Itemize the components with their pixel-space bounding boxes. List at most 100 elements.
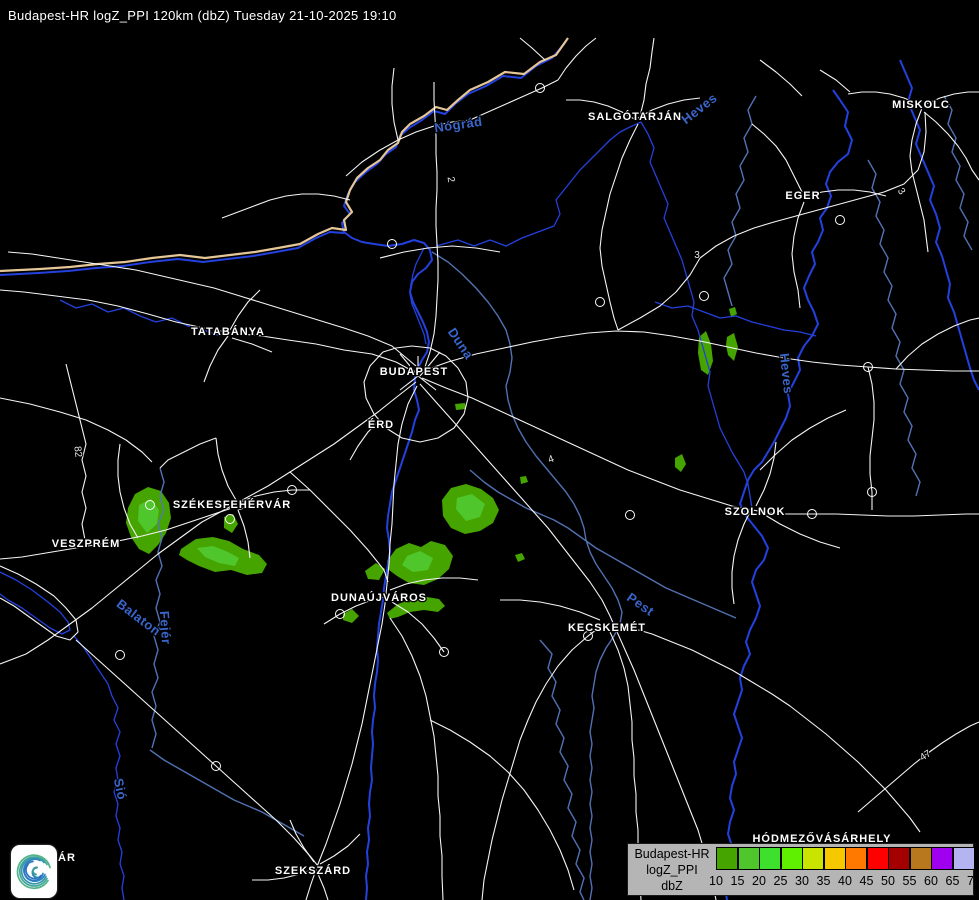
city-label: HÓDMEZŐVÁSÁRHELY — [752, 832, 891, 845]
radar-echo-low — [675, 454, 686, 472]
town-marker — [225, 514, 235, 524]
road-number-label: 2 — [445, 176, 457, 184]
legend-tick: 30 — [795, 874, 809, 888]
town-markers-layer — [115, 83, 877, 771]
legend-tick: 25 — [773, 874, 788, 888]
geo-label: Heves — [679, 90, 720, 127]
town-marker — [439, 647, 449, 657]
legend-color-box — [888, 847, 910, 870]
town-marker — [535, 83, 545, 93]
city-name-labels: SALGÓTARJÁN MISKOLC EGER TATABÁNYA BUDAPEST É… — [50, 98, 950, 879]
radar-echo-mid — [456, 494, 485, 521]
radar-echo-mid — [197, 546, 239, 566]
radar-echo-mid — [402, 551, 433, 572]
town-marker — [387, 239, 397, 249]
legend-color-scale — [716, 847, 978, 870]
road-number-label: 82 — [71, 446, 83, 459]
legend-color-box — [866, 847, 889, 870]
legend-tick: 35 — [816, 874, 831, 888]
town-marker — [595, 297, 605, 307]
geo-label: Nógrád — [433, 114, 483, 136]
radar-title: Budapest-HR logZ_PPI 120km (dbZ) Tuesday… — [8, 8, 397, 23]
geo-label: Duna — [445, 325, 477, 362]
legend-tick: 60 — [924, 874, 938, 888]
radar-echo-low — [365, 563, 385, 580]
radar-echo-layer — [126, 307, 738, 623]
town-marker — [145, 500, 155, 510]
city-label: KECSKEMÉT — [568, 621, 646, 634]
radar-echo-low — [387, 597, 445, 619]
legend-tick: 10 — [709, 874, 723, 888]
radar-echo-low — [515, 553, 525, 562]
legend-color-box — [759, 847, 781, 870]
town-marker — [807, 509, 817, 519]
city-label: MISKOLC — [892, 99, 950, 111]
radar-echo-low — [729, 307, 737, 317]
legend-tick: 40 — [838, 874, 852, 888]
road-number-label: 4 — [547, 453, 556, 465]
city-label: ÉRD — [368, 418, 394, 431]
town-marker — [335, 609, 345, 619]
city-label: ÁR — [58, 851, 76, 864]
legend-tick: 50 — [881, 874, 895, 888]
legend-product-label: logZ_PPI — [646, 863, 698, 877]
city-label: SZÉKESFEHÉRVÁR — [173, 498, 291, 511]
geo-label: Heves — [777, 352, 796, 394]
layer-county — [149, 95, 973, 900]
town-marker — [211, 761, 221, 771]
legend-color-box — [716, 847, 738, 870]
legend-color-box — [952, 847, 975, 870]
legend-tick-labels: 10 15 20 25 30 35 40 45 50 55 60 65 70 — [709, 874, 979, 890]
legend-tick: 55 — [902, 874, 917, 888]
city-label: TATABÁNYA — [191, 325, 265, 338]
city-label: SALGÓTARJÁN — [588, 110, 682, 123]
layer-roads — [0, 37, 979, 900]
legend-color-box — [931, 847, 953, 870]
road-number-label: 3 — [694, 250, 700, 261]
legend-color-box — [737, 847, 760, 870]
legend-unit-label: dbZ — [661, 879, 683, 893]
city-label: VESZPRÉM — [52, 537, 121, 550]
legend-station-label: Budapest-HR — [634, 847, 710, 861]
town-marker — [287, 485, 297, 495]
radar-echo-low — [726, 333, 738, 361]
layer-rivers — [0, 42, 979, 900]
legend-tick: 45 — [859, 874, 874, 888]
legend-tick: 65 — [945, 874, 960, 888]
town-marker — [835, 215, 845, 225]
radar-echo-low — [343, 609, 359, 623]
spiral-icon — [16, 854, 51, 890]
geo-label: Sió — [111, 777, 130, 801]
met-spiral-logo — [11, 845, 57, 898]
city-label: EGER — [785, 190, 820, 202]
legend-color-box — [909, 847, 932, 870]
legend-color-box — [845, 847, 867, 870]
city-label: BUDAPEST — [380, 366, 449, 378]
layer-rivers-thin — [0, 121, 817, 900]
town-marker — [625, 510, 635, 520]
town-marker — [583, 631, 593, 641]
city-label: SZEKSZÁRD — [275, 864, 351, 877]
radar-echo-low — [455, 403, 466, 410]
map-lines-layer — [0, 37, 979, 900]
geo-label: Pest — [624, 590, 657, 619]
city-label: DUNAÚJVÁROS — [331, 591, 427, 604]
road-number-label: 3 — [895, 186, 907, 197]
legend-tick: 70 — [967, 874, 979, 888]
legend-color-box — [780, 847, 803, 870]
legend-color-box — [823, 847, 846, 870]
geo-label: Fejér — [157, 610, 174, 645]
radar-echo-low — [520, 476, 528, 484]
geo-label: Balaton — [114, 596, 164, 639]
legend-tick: 20 — [752, 874, 766, 888]
legend-tick: 15 — [730, 874, 745, 888]
town-marker — [863, 362, 873, 372]
town-marker — [699, 291, 709, 301]
town-marker — [867, 487, 877, 497]
city-label: SZOLNOK — [725, 506, 786, 518]
legend-color-box — [802, 847, 824, 870]
